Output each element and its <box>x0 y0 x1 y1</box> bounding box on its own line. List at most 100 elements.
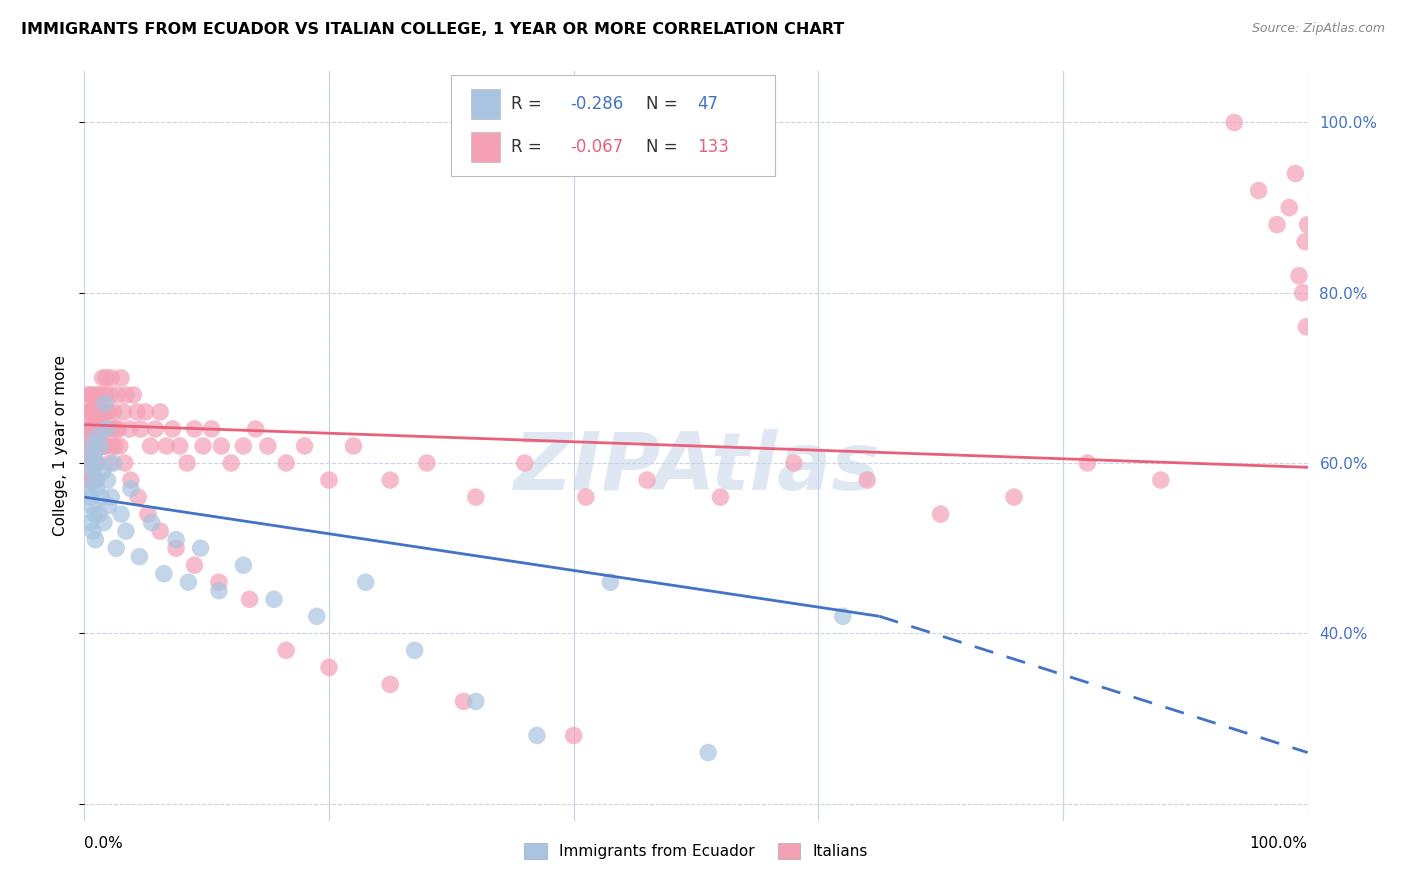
Point <box>86 482 108 496</box>
Point <box>97 405 120 419</box>
Text: ZIPAtlas: ZIPAtlas <box>513 429 879 508</box>
Point <box>464 490 486 504</box>
Point <box>83 448 105 462</box>
Point <box>91 422 114 436</box>
Point <box>104 439 127 453</box>
Point <box>80 405 103 419</box>
Point <box>97 499 120 513</box>
Point <box>83 405 105 419</box>
Point <box>96 405 118 419</box>
Legend: Immigrants from Ecuador, Italians: Immigrants from Ecuador, Italians <box>517 838 875 865</box>
Point <box>77 388 100 402</box>
Point <box>143 422 166 436</box>
Point <box>87 439 110 453</box>
Text: Source: ZipAtlas.com: Source: ZipAtlas.com <box>1251 22 1385 36</box>
Point <box>84 422 107 436</box>
Point <box>115 524 138 538</box>
Point <box>149 405 172 419</box>
Point <box>100 371 122 385</box>
Text: R =: R = <box>512 138 547 156</box>
Point <box>1294 235 1316 249</box>
Point <box>575 490 598 504</box>
Point <box>80 439 103 453</box>
Point <box>91 371 114 385</box>
Point <box>79 490 101 504</box>
Point <box>697 746 720 760</box>
Point <box>416 456 439 470</box>
Text: 0.0%: 0.0% <box>84 836 124 851</box>
Point <box>599 575 621 590</box>
Point <box>162 422 184 436</box>
Point <box>404 643 426 657</box>
Point <box>77 482 100 496</box>
Point <box>79 388 101 402</box>
Text: N =: N = <box>645 95 683 113</box>
Point <box>79 405 101 419</box>
Point <box>257 439 280 453</box>
Point <box>77 439 100 453</box>
Point <box>82 524 104 538</box>
Point <box>82 473 104 487</box>
Point <box>76 405 98 419</box>
Point <box>1284 167 1306 181</box>
Point <box>1223 115 1246 129</box>
Point <box>110 507 132 521</box>
Point <box>89 422 111 436</box>
Point <box>80 456 103 470</box>
Point <box>354 575 377 590</box>
Point <box>232 558 254 573</box>
Point <box>87 439 110 453</box>
Point <box>79 473 101 487</box>
Point <box>183 422 205 436</box>
Point <box>153 566 176 581</box>
Text: 100.0%: 100.0% <box>1250 836 1308 851</box>
Point <box>165 541 187 556</box>
Point <box>107 422 129 436</box>
Text: R =: R = <box>512 95 547 113</box>
Point <box>294 439 316 453</box>
Point <box>129 422 152 436</box>
Point <box>75 439 97 453</box>
Point <box>97 473 120 487</box>
Point <box>155 439 177 453</box>
Point <box>91 405 114 419</box>
Point <box>101 422 124 436</box>
Point <box>453 694 475 708</box>
Point <box>93 516 115 530</box>
Point <box>77 422 100 436</box>
Point <box>90 439 112 453</box>
Point <box>139 439 162 453</box>
Point <box>1296 218 1319 232</box>
Point <box>318 473 340 487</box>
Text: 47: 47 <box>697 95 718 113</box>
Point <box>149 524 172 538</box>
Point <box>122 388 145 402</box>
Point <box>1150 473 1173 487</box>
Point <box>380 677 402 691</box>
Point <box>94 388 117 402</box>
Point <box>380 473 402 487</box>
Point <box>89 439 111 453</box>
Point <box>856 473 879 487</box>
Point <box>112 405 135 419</box>
Point <box>79 422 101 436</box>
Point <box>513 456 536 470</box>
Point <box>83 405 105 419</box>
Point <box>191 439 214 453</box>
Point <box>526 729 548 743</box>
Point <box>80 439 103 453</box>
Point <box>141 516 163 530</box>
Point <box>1076 456 1098 470</box>
Point <box>136 507 159 521</box>
Point <box>90 405 112 419</box>
Point <box>79 516 101 530</box>
Point <box>1288 268 1310 283</box>
Point <box>80 499 103 513</box>
Point <box>200 422 222 436</box>
Point <box>82 422 104 436</box>
Point <box>87 456 110 470</box>
Point <box>1278 201 1301 215</box>
Point <box>127 490 149 504</box>
Point <box>93 439 115 453</box>
Point <box>90 439 112 453</box>
